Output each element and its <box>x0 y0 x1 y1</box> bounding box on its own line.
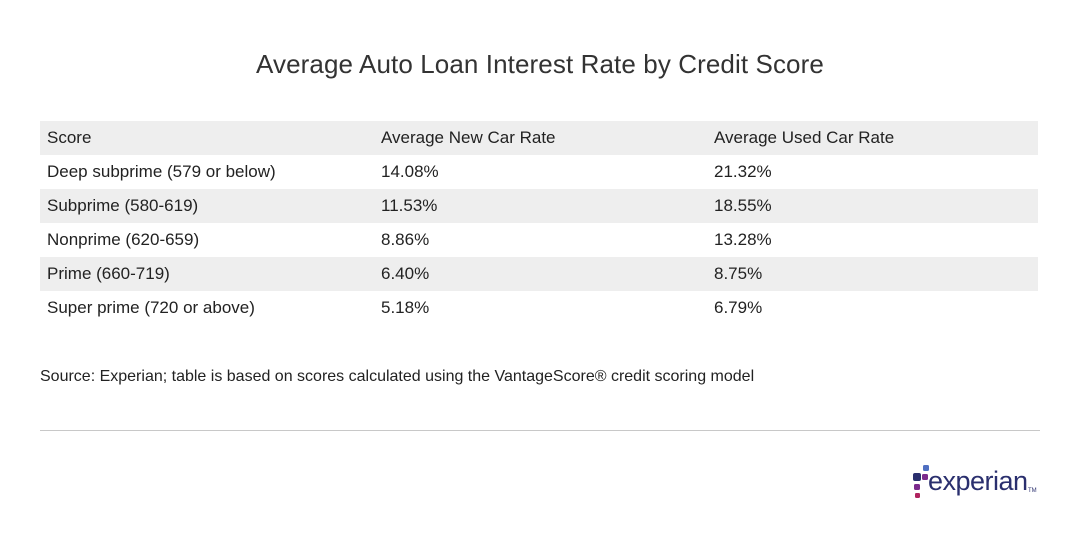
new-car-rate-cell: 6.40% <box>381 264 430 283</box>
table-row: Prime (660-719) 6.40% 8.75% <box>40 257 1038 291</box>
table-row: Nonprime (620-659) 8.86% 13.28% <box>40 223 1038 257</box>
experian-logo: experian TM <box>910 463 1040 503</box>
table-row: Deep subprime (579 or below) 14.08% 21.3… <box>40 155 1038 189</box>
experian-logo-text: experian <box>928 466 1028 496</box>
score-cell: Subprime (580-619) <box>47 196 199 215</box>
used-car-rate-cell: 6.79% <box>714 298 763 317</box>
used-car-rate-cell: 18.55% <box>714 196 772 215</box>
used-car-rate-cell: 8.75% <box>714 264 763 283</box>
table-row: Super prime (720 or above) 5.18% 6.79% <box>40 291 1038 325</box>
new-car-rate-cell: 8.86% <box>381 230 430 249</box>
new-car-rate-cell: 14.08% <box>381 162 439 181</box>
page-title: Average Auto Loan Interest Rate by Credi… <box>256 49 824 79</box>
column-header-score: Score <box>47 128 92 147</box>
used-car-rate-cell: 13.28% <box>714 230 772 249</box>
column-header-new-car-rate: Average New Car Rate <box>381 128 556 147</box>
rate-table: Score Average New Car Rate Average Used … <box>40 121 1038 325</box>
new-car-rate-cell: 11.53% <box>381 196 438 215</box>
used-car-rate-cell: 21.32% <box>714 162 772 181</box>
new-car-rate-cell: 5.18% <box>381 298 430 317</box>
table-header-row: Score Average New Car Rate Average Used … <box>40 121 1038 155</box>
score-cell: Nonprime (620-659) <box>47 230 200 249</box>
experian-logo-mark-icon <box>913 465 929 498</box>
score-cell: Deep subprime (579 or below) <box>47 162 276 181</box>
score-cell: Prime (660-719) <box>47 264 170 283</box>
source-note: Source: Experian; table is based on scor… <box>40 368 755 385</box>
divider <box>40 430 1040 431</box>
score-cell: Super prime (720 or above) <box>47 298 255 317</box>
column-header-used-car-rate: Average Used Car Rate <box>714 128 895 147</box>
trademark-mark: TM <box>1028 488 1037 494</box>
table-row: Subprime (580-619) 11.53% 18.55% <box>40 189 1038 223</box>
